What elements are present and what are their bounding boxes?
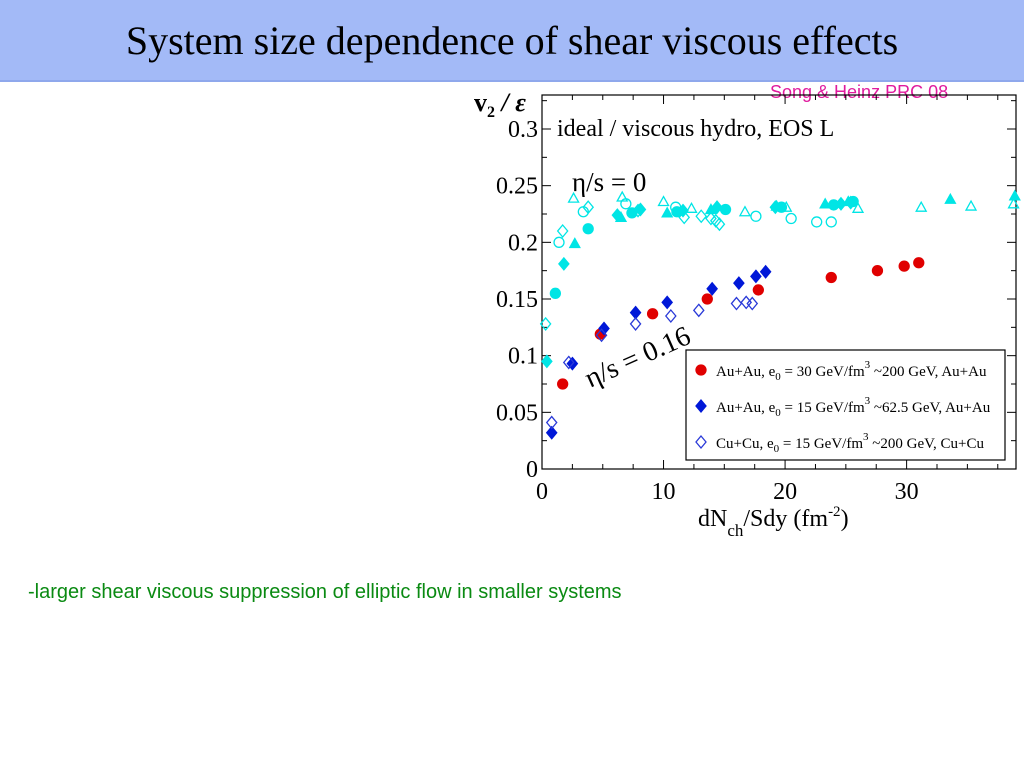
y-tick-label: 0.3 [508,117,538,143]
data-point-viscous-2 [730,296,743,311]
data-point-ideal-7 [780,200,793,212]
data-point-viscous-2 [664,308,677,324]
data-point-viscous-1 [661,295,674,310]
data-point-ideal-8 [695,209,708,224]
data-point-viscous-0 [871,265,884,277]
legend-marker [695,434,707,450]
data-point-ideal-5 [835,196,847,211]
data-point-viscous-1 [733,276,745,291]
data-point-ideal-4 [568,237,581,249]
data-point-ideal-8 [582,200,595,215]
data-point-viscous-0 [913,257,925,269]
data-point-viscous-0 [898,260,910,272]
data-point-ideal-7 [616,190,629,202]
data-point-viscous-1 [759,264,772,279]
data-point-ideal-7 [738,205,752,217]
caption-text: -larger shear viscous suppression of ell… [28,581,622,603]
y-axis-label: v2 / ε [474,88,526,121]
x-tick-label: 10 [652,479,676,505]
data-point-viscous-0 [701,293,713,305]
data-point-ideal-7 [567,191,580,203]
data-point-ideal-7 [964,199,978,211]
data-point-viscous-1 [750,269,762,284]
data-point-ideal-4 [1008,189,1021,201]
data-point-ideal-5 [844,195,857,210]
data-point-ideal-5 [711,200,723,215]
x-tick-label: 0 [536,479,548,505]
data-point-ideal-4 [819,197,832,209]
data-point-ideal-6 [825,216,837,228]
data-point-ideal-6 [811,216,823,228]
data-point-ideal-3 [626,207,638,219]
data-point-viscous-1 [629,305,642,320]
y-tick-label: 0.25 [496,174,538,200]
data-point-viscous-2 [562,355,575,370]
data-point-ideal-6 [620,198,632,210]
legend-marker [695,398,707,414]
legend-entry: Au+Au, e0 = 15 GeV/fm3 ~62.5 GeV, Au+Au [716,395,991,419]
plot-frame [541,94,1017,470]
y-tick-label: 0.15 [496,287,538,313]
data-point-viscous-1 [545,425,558,440]
data-point-viscous-2 [629,316,642,331]
data-point-viscous-2 [692,303,705,318]
data-point-viscous-2 [746,296,759,311]
data-point-ideal-8 [632,203,644,218]
data-point-ideal-8 [678,210,691,225]
data-point-viscous-1 [598,321,610,336]
x-tick-label: 30 [895,479,919,505]
data-point-ideal-7 [851,201,865,213]
citation-text: Song & Heinz PRC 08 [770,82,949,102]
legend-box [685,349,1006,461]
data-point-ideal-7 [1007,197,1020,209]
data-point-ideal-8 [556,223,569,239]
data-point-ideal-3 [549,287,562,299]
data-point-viscous-0 [752,284,764,296]
data-point-ideal-4 [661,206,674,218]
y-tick-label: 0 [526,457,538,483]
data-point-viscous-0 [557,378,569,390]
data-point-ideal-7 [657,195,670,207]
data-point-ideal-6 [785,212,797,225]
data-point-ideal-7 [915,200,928,212]
data-point-ideal-5 [611,208,624,223]
data-point-ideal-6 [553,236,565,248]
data-point-ideal-6 [670,201,682,213]
data-point-viscous-0 [646,308,659,320]
slide-title: System size dependence of shear viscous … [125,17,899,63]
data-point-ideal-3 [582,223,594,235]
x-axis-label: dNch/Sdy (fm-2) [698,504,849,540]
data-point-viscous-2 [545,415,558,430]
data-point-ideal-7 [685,201,698,213]
data-point-ideal-8 [539,316,552,331]
data-point-ideal-4 [944,192,957,204]
data-point-ideal-8 [705,211,717,226]
annotation-ideal: η/s = 0 [572,167,646,197]
x-tick-label: 20 [773,479,797,505]
data-point-ideal-5 [541,354,553,369]
data-point-ideal-6 [750,210,762,222]
panel-label: ideal / viscous hydro, EOS L [557,116,834,142]
data-point-viscous-0 [825,271,837,284]
legend-entry: Cu+Cu, e0 = 15 GeV/fm3 ~200 GeV, Cu+Cu [716,431,984,455]
data-point-ideal-5 [634,202,647,217]
legend-entry: Au+Au, e0 = 30 GeV/fm3 ~200 GeV, Au+Au [716,359,987,383]
title-bar: System size dependence of shear viscous … [0,0,1024,82]
y-tick-label: 0.1 [508,344,538,370]
data-point-viscous-1 [706,281,718,296]
y-tick-label: 0.05 [496,400,538,426]
y-tick-label: 0.2 [508,230,538,256]
data-point-ideal-8 [713,217,726,232]
data-point-ideal-5 [769,200,782,215]
data-point-ideal-3 [719,203,732,216]
data-point-ideal-5 [558,256,570,271]
data-point-viscous-2 [595,328,608,343]
legend-marker [695,364,707,376]
